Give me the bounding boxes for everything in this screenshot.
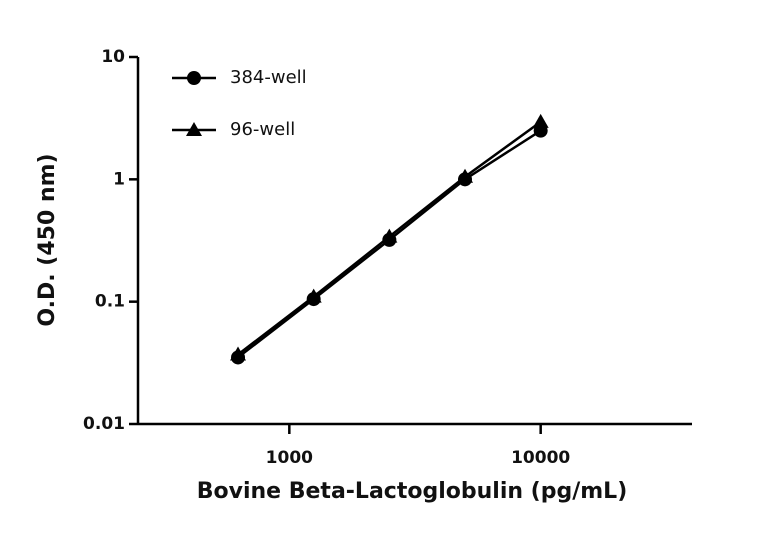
data-point bbox=[230, 346, 247, 361]
y-tick-label: 0.01 bbox=[83, 414, 125, 434]
data-point bbox=[381, 228, 398, 243]
data-point bbox=[457, 168, 474, 183]
x-tick-label: 10000 bbox=[511, 448, 570, 468]
y-tick-label: 10 bbox=[101, 47, 125, 67]
legend-item: 96-well bbox=[172, 119, 295, 140]
legend-marker bbox=[186, 122, 202, 136]
y-tick-label: 0.1 bbox=[95, 292, 125, 312]
y-axis-label: O.D. (450 nm) bbox=[35, 153, 60, 326]
data-point bbox=[305, 288, 322, 303]
legend-label: 96-well bbox=[230, 119, 295, 140]
data-point bbox=[532, 113, 549, 128]
x-axis-label: Bovine Beta-Lactoglobulin (pg/mL) bbox=[197, 479, 628, 504]
x-tick-label: 1000 bbox=[266, 448, 313, 468]
legend-marker bbox=[187, 71, 201, 85]
legend-label: 384-well bbox=[230, 67, 307, 88]
y-tick-label: 1 bbox=[113, 169, 125, 189]
legend-item: 384-well bbox=[172, 67, 307, 88]
series bbox=[231, 123, 548, 365]
series bbox=[230, 113, 549, 361]
